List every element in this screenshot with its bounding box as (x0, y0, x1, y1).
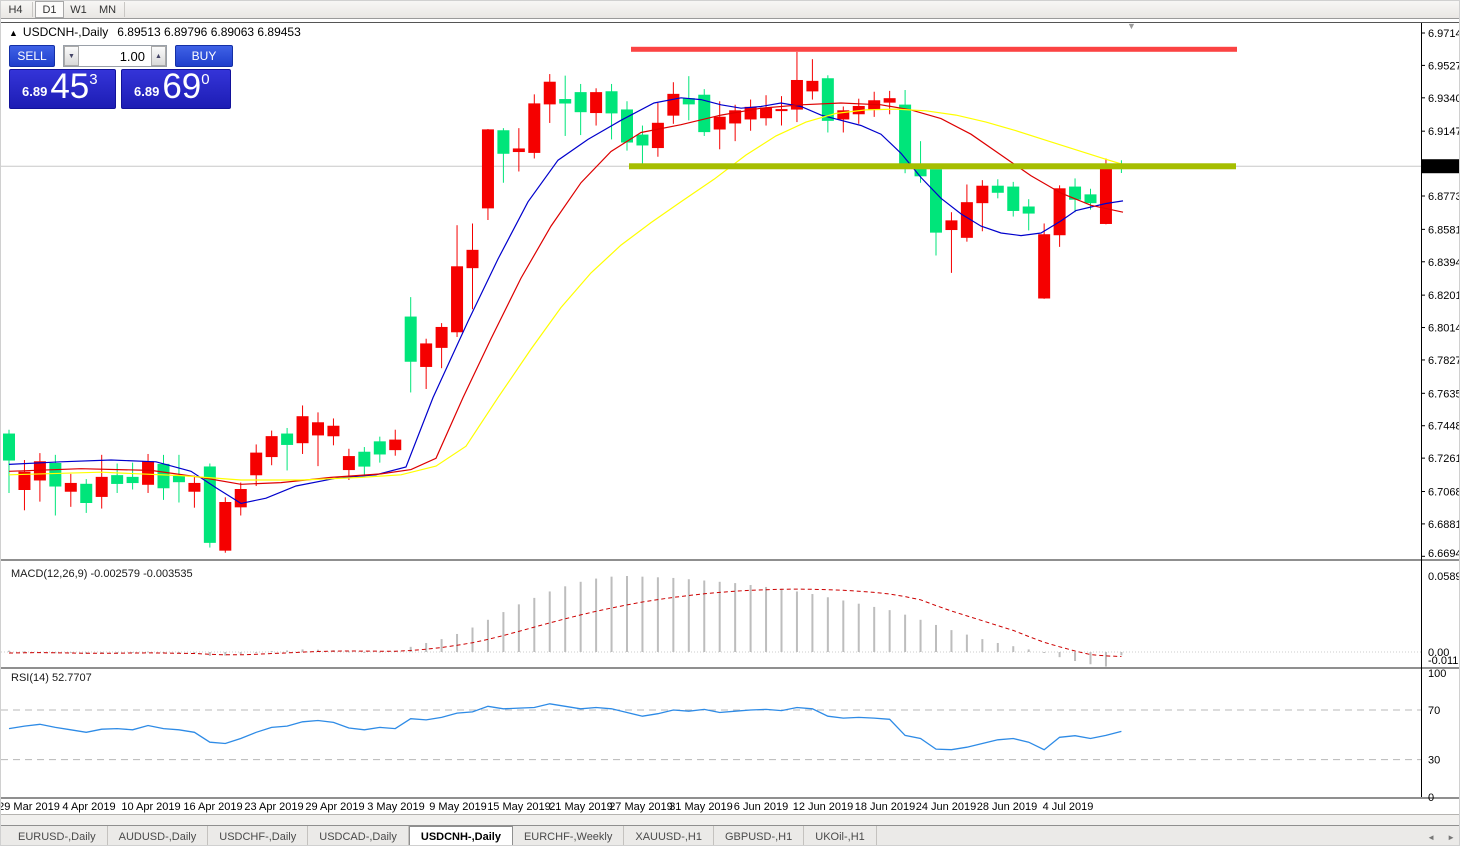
timeframe-button-d1[interactable]: D1 (35, 1, 64, 18)
chart-tab-gbpusdh1[interactable]: GBPUSD-,H1 (714, 826, 805, 845)
chart-tab-usdcnhdaily[interactable]: USDCNH-,Daily (408, 826, 513, 845)
chart-tab-xauusdh1[interactable]: XAUUSD-,H1 (624, 826, 714, 845)
toolbar-separator (124, 2, 125, 17)
buy-price-prefix: 6.89 (134, 84, 160, 99)
volume-input[interactable] (79, 46, 151, 66)
buy-price-display[interactable]: 6.89 69 0 (121, 69, 231, 109)
chart-tab-audusddaily[interactable]: AUDUSD-,Daily (108, 826, 209, 845)
buy-price-main: 69 (162, 67, 202, 106)
horizontal-scrollbar[interactable] (1, 814, 1459, 825)
svg-text:15 May 2019: 15 May 2019 (487, 801, 551, 813)
panel-backgrounds (1, 19, 1459, 814)
svg-text:24 Jun 2019: 24 Jun 2019 (916, 801, 977, 813)
tab-scroll-left-icon[interactable]: ◄ (1427, 832, 1436, 842)
svg-text:100: 100 (1428, 668, 1446, 680)
svg-text:31 May 2019: 31 May 2019 (669, 801, 733, 813)
volume-increase-icon[interactable]: ▲ (151, 46, 166, 66)
volume-decrease-icon[interactable]: ▼ (64, 46, 79, 66)
svg-text:4 Jul 2019: 4 Jul 2019 (1043, 801, 1094, 813)
svg-text:70: 70 (1428, 705, 1440, 717)
macd-label: MACD(12,26,9) -0.002579 -0.003535 (11, 568, 193, 580)
chart-shift-marker-icon[interactable]: ▼ (1127, 21, 1136, 31)
rsi-label: RSI(14) 52.7707 (11, 672, 92, 684)
svg-text:-0.011273: -0.011273 (1428, 655, 1460, 667)
svg-text:6.80145: 6.80145 (1428, 323, 1460, 335)
one-click-collapse-icon[interactable]: ▲ (9, 28, 18, 38)
svg-text:4 Apr 2019: 4 Apr 2019 (62, 801, 115, 813)
svg-text:10 Apr 2019: 10 Apr 2019 (121, 801, 180, 813)
svg-text:12 Jun 2019: 12 Jun 2019 (793, 801, 854, 813)
resistance-line (631, 46, 1237, 52)
current-price-tag (1421, 159, 1459, 174)
svg-text:3 May 2019: 3 May 2019 (367, 801, 424, 813)
svg-text:21 May 2019: 21 May 2019 (549, 801, 613, 813)
sell-price-display[interactable]: 6.89 45 3 (9, 69, 116, 109)
svg-text:9 May 2019: 9 May 2019 (429, 801, 486, 813)
svg-text:6.66945: 6.66945 (1428, 548, 1460, 560)
volume-stepper: ▼ ▲ (63, 45, 167, 67)
buy-price-pip: 0 (201, 71, 210, 88)
timeframe-toolbar: H4 D1 W1 MN (1, 1, 1459, 19)
svg-text:6.87735: 6.87735 (1428, 191, 1460, 203)
date-axis[interactable]: 29 Mar 2019 4 Apr 2019 10 Apr 2019 16 Apr 2… (1, 801, 1093, 813)
chart-tab-ukoilh1[interactable]: UKOil-,H1 (804, 826, 877, 845)
svg-text:18 Jun 2019: 18 Jun 2019 (855, 801, 916, 813)
chart-tab-eurchfweekly[interactable]: EURCHF-,Weekly (513, 826, 625, 845)
svg-text:6.91475: 6.91475 (1428, 126, 1460, 138)
svg-text:6.85810: 6.85810 (1428, 224, 1460, 236)
svg-text:6.72610: 6.72610 (1428, 453, 1460, 465)
symbol-period-label: USDCNH-,Daily (22, 25, 109, 39)
toolbar-separator (32, 2, 33, 17)
support-line (629, 163, 1236, 170)
svg-text:6.95270: 6.95270 (1428, 60, 1460, 72)
svg-text:27 May 2019: 27 May 2019 (609, 801, 673, 813)
chart-tab-usdchfdaily[interactable]: USDCHF-,Daily (208, 826, 309, 845)
chart-tab-eurusddaily[interactable]: EURUSD-,Daily (7, 826, 108, 845)
svg-text:16 Apr 2019: 16 Apr 2019 (183, 801, 242, 813)
svg-text:6.78275: 6.78275 (1428, 355, 1460, 367)
svg-text:6.93400: 6.93400 (1428, 93, 1460, 105)
svg-text:6.89453: 6.89453 (1425, 161, 1460, 173)
svg-text:29 Mar 2019: 29 Mar 2019 (1, 801, 60, 813)
timeframe-button-w1[interactable]: W1 (70, 3, 87, 16)
one-click-trading-panel: SELL ▼ ▲ BUY 6.89 45 3 6.89 69 0 (9, 45, 235, 109)
tab-scroll-right-icon[interactable]: ► (1447, 832, 1455, 842)
svg-text:23 Apr 2019: 23 Apr 2019 (244, 801, 303, 813)
chart-title: ▲ USDCNH-,Daily 6.89513 6.89796 6.89063 6.… (9, 25, 301, 39)
candlesticks (3, 51, 1128, 553)
sell-price-prefix: 6.89 (22, 84, 48, 99)
svg-text:6.83940: 6.83940 (1428, 257, 1460, 269)
svg-text:6.68815: 6.68815 (1428, 519, 1460, 531)
svg-text:6.82015: 6.82015 (1428, 290, 1460, 302)
chart-area[interactable]: 6.97140 6.95270 6.93400 6.91475 6.87735 6.858… (1, 19, 1460, 814)
svg-text:0: 0 (1428, 792, 1434, 804)
svg-text:0.058954: 0.058954 (1428, 571, 1460, 583)
svg-text:28 Jun 2019: 28 Jun 2019 (977, 801, 1038, 813)
macd-indicator (1, 576, 1421, 667)
price-axis[interactable]: 6.97140 6.95270 6.93400 6.91475 6.87735 6.858… (1421, 23, 1460, 804)
sell-price-pip: 3 (89, 71, 98, 88)
svg-text:0.00: 0.00 (1428, 647, 1449, 659)
timeframe-button-mn[interactable]: MN (98, 3, 117, 16)
svg-text:29 Apr 2019: 29 Apr 2019 (305, 801, 364, 813)
ohlc-values: 6.89513 6.89796 6.89063 6.89453 (117, 25, 301, 39)
chart-canvas[interactable]: 6.97140 6.95270 6.93400 6.91475 6.87735 6.858… (1, 19, 1460, 814)
sell-button[interactable]: SELL (9, 45, 55, 67)
timeframe-button-h4[interactable]: H4 (8, 3, 23, 16)
rsi-indicator (1, 703, 1421, 761)
chart-tab-usdcaddaily[interactable]: USDCAD-,Daily (308, 826, 409, 845)
moving-averages (8, 97, 1124, 505)
chart-tab-bar: EURUSD-,Daily AUDUSD-,Daily USDCHF-,Daily U… (1, 825, 1459, 845)
support-resistance-lines[interactable] (629, 46, 1237, 170)
sell-price-main: 45 (50, 67, 90, 106)
svg-text:6.74480: 6.74480 (1428, 421, 1460, 433)
svg-text:6 Jun 2019: 6 Jun 2019 (734, 801, 788, 813)
svg-text:6.70685: 6.70685 (1428, 486, 1460, 498)
buy-button[interactable]: BUY (175, 45, 233, 67)
svg-text:30: 30 (1428, 755, 1440, 767)
svg-text:6.76350: 6.76350 (1428, 388, 1460, 400)
svg-text:6.97140: 6.97140 (1428, 28, 1460, 40)
